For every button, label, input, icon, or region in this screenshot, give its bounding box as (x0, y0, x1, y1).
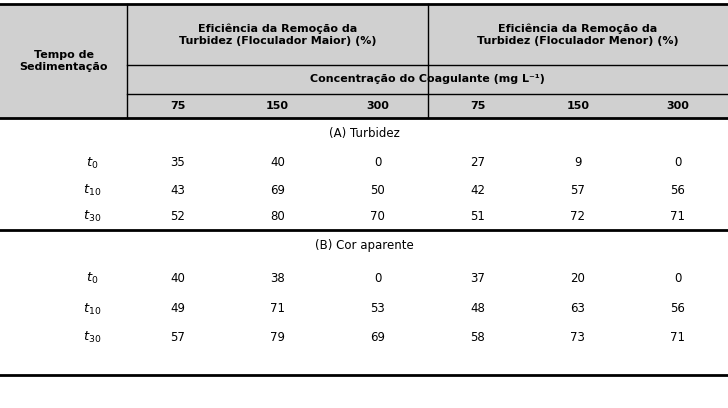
Text: 71: 71 (670, 210, 686, 223)
Text: 51: 51 (470, 210, 485, 223)
Text: 52: 52 (170, 210, 185, 223)
Text: 40: 40 (270, 157, 285, 169)
Text: 43: 43 (170, 184, 185, 197)
Text: 40: 40 (170, 272, 185, 285)
Text: 75: 75 (170, 101, 185, 111)
Text: 300: 300 (667, 101, 689, 111)
Text: 69: 69 (270, 184, 285, 197)
Text: 0: 0 (374, 272, 381, 285)
Text: 50: 50 (371, 184, 385, 197)
Text: Tempo de
Sedimentação: Tempo de Sedimentação (20, 50, 108, 72)
Text: 0: 0 (674, 157, 681, 169)
Text: 57: 57 (170, 331, 185, 344)
Text: 58: 58 (470, 331, 485, 344)
Text: 49: 49 (170, 302, 185, 315)
Text: 73: 73 (571, 331, 585, 344)
Text: 150: 150 (266, 101, 289, 111)
Text: 72: 72 (570, 210, 585, 223)
Text: Eficiência da Remoção da
Turbidez (Floculador Maior) (%): Eficiência da Remoção da Turbidez (Flocu… (179, 23, 376, 46)
Text: $t_{30}$: $t_{30}$ (82, 330, 101, 345)
Text: 53: 53 (371, 302, 385, 315)
Text: 9: 9 (574, 157, 582, 169)
Text: $t_0$: $t_0$ (85, 271, 98, 286)
Text: 20: 20 (571, 272, 585, 285)
Text: 300: 300 (366, 101, 389, 111)
Text: 63: 63 (571, 302, 585, 315)
Text: 150: 150 (566, 101, 590, 111)
Text: 70: 70 (371, 210, 385, 223)
Text: $t_{30}$: $t_{30}$ (82, 209, 101, 224)
Text: 75: 75 (470, 101, 486, 111)
Text: (B) Cor aparente: (B) Cor aparente (314, 239, 414, 253)
Text: 38: 38 (270, 272, 285, 285)
Text: 79: 79 (270, 331, 285, 344)
Text: $t_0$: $t_0$ (85, 155, 98, 171)
Text: Concentração do Coagulante (mg L⁻¹): Concentração do Coagulante (mg L⁻¹) (310, 75, 545, 84)
Text: 27: 27 (470, 157, 486, 169)
Text: (A) Turbidez: (A) Turbidez (328, 126, 400, 140)
Text: 69: 69 (370, 331, 385, 344)
Text: 0: 0 (674, 272, 681, 285)
Text: Eficiência da Remoção da
Turbidez (Floculador Menor) (%): Eficiência da Remoção da Turbidez (Flocu… (477, 23, 678, 46)
Text: 37: 37 (470, 272, 485, 285)
Text: 48: 48 (470, 302, 485, 315)
Text: 56: 56 (670, 302, 685, 315)
Text: 57: 57 (571, 184, 585, 197)
Text: 35: 35 (170, 157, 185, 169)
Text: 80: 80 (270, 210, 285, 223)
Text: 0: 0 (374, 157, 381, 169)
Bar (0, 4, 728, 118)
Text: $t_{10}$: $t_{10}$ (82, 302, 101, 317)
Text: 71: 71 (670, 331, 686, 344)
Text: 56: 56 (670, 184, 685, 197)
Text: $t_{10}$: $t_{10}$ (82, 183, 101, 198)
Text: 71: 71 (270, 302, 285, 315)
Text: 42: 42 (470, 184, 486, 197)
